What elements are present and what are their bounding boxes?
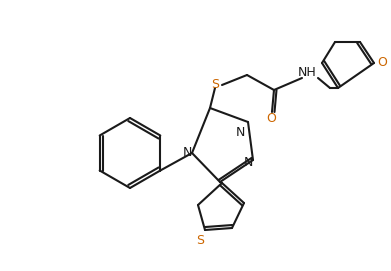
Text: S: S xyxy=(196,234,204,247)
Text: O: O xyxy=(266,111,276,124)
Text: N: N xyxy=(183,147,192,160)
Text: N: N xyxy=(235,125,245,138)
Text: N: N xyxy=(243,156,253,169)
Text: O: O xyxy=(377,56,387,69)
Text: S: S xyxy=(211,79,219,92)
Text: NH: NH xyxy=(298,66,316,79)
